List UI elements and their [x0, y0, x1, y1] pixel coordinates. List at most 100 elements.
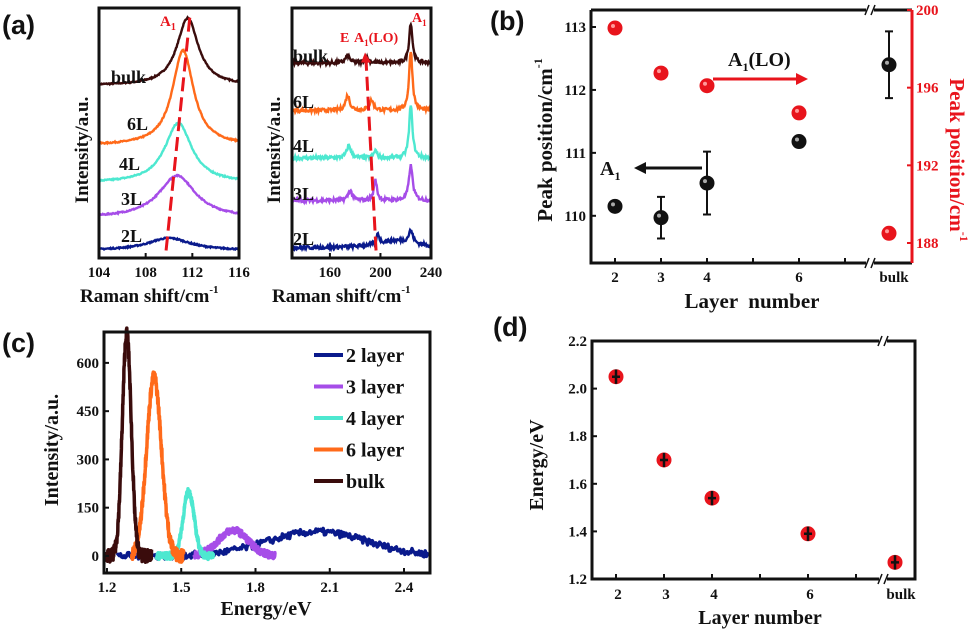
x-tick-label: 6 — [795, 270, 803, 286]
x-tick-label: bulk — [879, 270, 909, 286]
x-tick-label: bulk — [886, 587, 916, 603]
data-point-a1lo — [653, 65, 669, 81]
x-tick-label: 104 — [88, 265, 111, 281]
y-tick-label: 1.4 — [568, 524, 587, 540]
trend-arrowhead — [361, 52, 372, 63]
data-point-a1lo — [881, 225, 897, 241]
x-tick-label: 1.2 — [98, 580, 117, 596]
y-tick-label: 150 — [77, 501, 100, 517]
pl-curve-bulk — [105, 326, 154, 564]
a-left-xlabel: Raman shift/cm-1 — [80, 284, 218, 307]
c-ylabel: Intensity/a.u. — [41, 394, 63, 506]
plot-frame — [290, 6, 433, 260]
raman-curve-2L — [98, 236, 240, 252]
y2-tick-label: 188 — [916, 236, 939, 252]
y-tick-label: 2.2 — [568, 334, 587, 350]
curve-label-bulk: bulk — [293, 46, 328, 66]
y-tick-label: 111 — [565, 146, 586, 162]
y-tick-label: 300 — [77, 452, 100, 468]
error-bar — [891, 555, 899, 570]
plot-frame — [102, 330, 432, 575]
d-xlabel: Layer number — [698, 607, 822, 629]
data-point-a1 — [607, 198, 623, 214]
y-tick-label: 1.8 — [568, 429, 587, 445]
legend-label: 2 layer — [346, 345, 404, 367]
a-right-annotation-e: E — [340, 31, 349, 46]
plot-frame — [590, 339, 917, 581]
axis-break-gap — [866, 6, 874, 14]
curve-label-bulk: bulk — [111, 67, 146, 87]
c-xlabel: Energy/eV — [220, 598, 312, 620]
x-tick-label: 200 — [369, 265, 392, 281]
x-tick-label: 240 — [420, 265, 443, 281]
pl-curve-6-layer — [129, 370, 186, 564]
y-tick-label: 1.2 — [568, 572, 587, 588]
y-tick-label: 113 — [564, 20, 586, 36]
x-tick-label: 3 — [662, 587, 670, 603]
y2-tick-label: 200 — [916, 3, 939, 19]
point-highlight — [611, 202, 615, 207]
panel-label-a: (a) — [2, 10, 35, 40]
b-annotation-a1lo: A1(LO) — [728, 49, 791, 74]
point-highlight — [657, 213, 661, 218]
error-bar — [612, 369, 620, 384]
a-left-ylabel: Intensity/a.u. — [72, 97, 93, 204]
raman-curve-bulk — [290, 21, 433, 69]
y2-tick-label: 192 — [916, 158, 939, 174]
axis-break-gap — [866, 259, 874, 267]
point-highlight — [795, 137, 799, 142]
error-bar — [708, 490, 716, 506]
point-highlight — [611, 24, 615, 29]
y-tick-label: 110 — [564, 209, 586, 225]
y2-tick-label: 196 — [916, 81, 939, 97]
x-tick-label: 2.4 — [395, 580, 414, 596]
d-ylabel: Energy/eV — [526, 419, 548, 511]
pl-curve-4-layer — [154, 486, 216, 562]
panel-label-b: (b) — [490, 6, 524, 36]
legend-label: 4 layer — [346, 408, 404, 430]
legend-box — [312, 336, 428, 486]
y-tick-label: 112 — [564, 83, 586, 99]
error-bar — [660, 452, 668, 468]
b-annotation-a1: A1 — [600, 158, 620, 183]
arrow-a1lo-head — [796, 73, 808, 85]
x-tick-label: 3 — [657, 270, 665, 286]
legend-label: bulk — [346, 471, 386, 493]
y-tick-label: 1.6 — [568, 477, 587, 493]
a-right-xlabel: Raman shift/cm-1 — [272, 284, 410, 307]
axis-break-mark — [877, 335, 889, 347]
legend-label: 6 layer — [346, 440, 404, 462]
x-tick-label: 160 — [319, 265, 342, 281]
curve-label-2L: 2L — [121, 226, 142, 246]
x-tick-label: 1.5 — [172, 580, 191, 596]
y-tick-label: 0 — [92, 549, 100, 565]
a-right-annotation-a1: A1 — [412, 11, 427, 28]
x-tick-label: 112 — [181, 265, 203, 281]
plot-frame — [97, 6, 241, 260]
y-tick-label: 2.0 — [568, 382, 587, 398]
point-highlight — [703, 81, 707, 86]
curve-label-3L: 3L — [293, 184, 314, 204]
raman-curve-bulk — [97, 15, 239, 87]
legend-label: 3 layer — [346, 377, 404, 399]
trend-line — [364, 60, 378, 251]
b-ylabel-left: Peak position/cm-1 — [531, 58, 557, 221]
x-tick-label: 6 — [806, 587, 814, 603]
point-highlight — [885, 60, 889, 65]
raman-curve-2L — [291, 227, 433, 253]
data-point-a1 — [653, 210, 669, 226]
a-right-ylabel: Intensity/a.u. — [264, 97, 285, 204]
raman-curve-3L — [98, 173, 239, 217]
data-point-a1 — [791, 134, 807, 150]
curve-label-2L: 2L — [293, 229, 314, 249]
data-point-a1 — [881, 57, 897, 73]
point-highlight — [657, 69, 661, 74]
raman-curve-6L — [290, 51, 433, 117]
a-right-annotation-a1lo: A1(LO) — [354, 31, 399, 48]
data-point-a1lo — [791, 105, 807, 121]
b-xlabel: Layer number — [685, 289, 820, 313]
x-tick-label: 2 — [611, 270, 619, 286]
axis-break-mark — [864, 257, 876, 269]
curve-label-3L: 3L — [121, 189, 142, 209]
